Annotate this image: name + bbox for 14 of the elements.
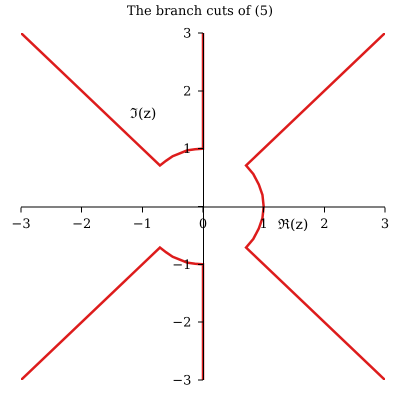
y-axis-title: ℑ(z)	[130, 106, 156, 122]
x-tick-label: 2	[320, 217, 328, 232]
y-tick-label: −1	[172, 258, 192, 273]
y-tick-label: −2	[172, 316, 192, 331]
y-tick-label: 2	[183, 84, 192, 100]
x-axis-title: ℜ(z)	[278, 217, 308, 233]
y-tick-label: 3	[183, 26, 192, 42]
x-tick-label: 3	[380, 217, 390, 232]
x-tick-label: −1	[132, 217, 152, 232]
x-tick-label: 1	[260, 217, 268, 232]
x-tick-label: −3	[11, 217, 31, 232]
y-tick-label: −3	[172, 374, 192, 389]
x-tick-label: −2	[72, 217, 92, 232]
chart-title: The branch cuts of (5)	[126, 4, 274, 20]
